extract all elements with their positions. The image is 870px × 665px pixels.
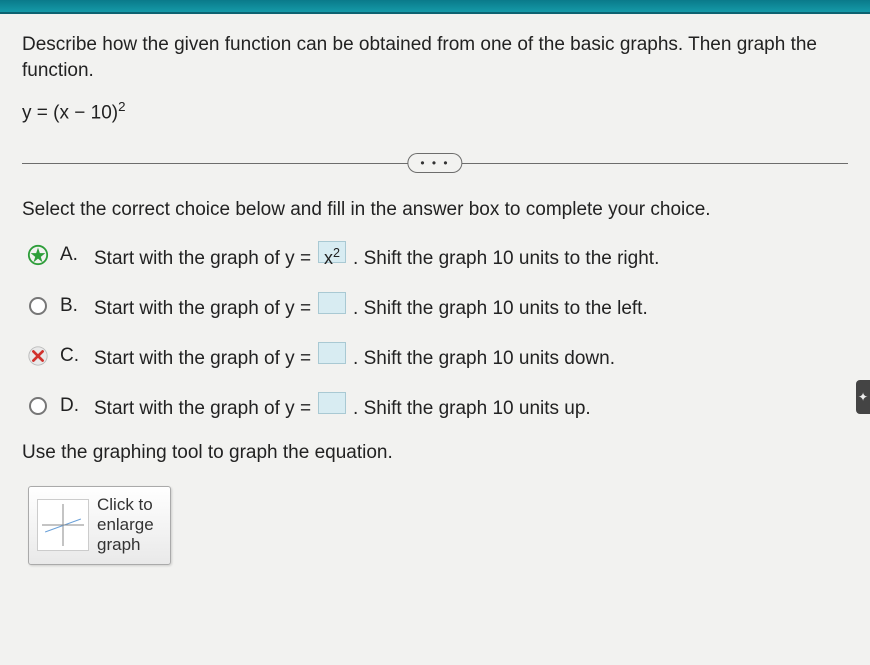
choice-d-radio[interactable]: [26, 394, 50, 418]
graph-button-label: Click to enlarge graph: [97, 495, 154, 556]
select-instruction: Select the correct choice below and fill…: [22, 199, 848, 221]
choice-a-text: Start with the graph of y = x2 . Shift t…: [94, 241, 659, 270]
prompt-line-1: Describe how the given function can be o…: [22, 34, 817, 55]
side-panel-tab[interactable]: ✦: [856, 380, 870, 414]
choice-a[interactable]: A. Start with the graph of y = x2 . Shif…: [26, 241, 848, 270]
choice-a-feedback: [26, 243, 50, 267]
choice-c-letter: C.: [60, 345, 84, 367]
choice-c-post: . Shift the graph 10 units down.: [353, 348, 615, 370]
graph-btn-line2: enlarge: [97, 515, 154, 534]
choice-a-box-base: x: [324, 248, 333, 268]
side-tab-icon: ✦: [858, 390, 868, 404]
choice-b-post: . Shift the graph 10 units to the left.: [353, 298, 648, 320]
graph-btn-line3: graph: [97, 535, 140, 554]
choice-a-pre: Start with the graph of y =: [94, 248, 311, 270]
choice-a-letter: A.: [60, 244, 84, 266]
choice-c[interactable]: C. Start with the graph of y = . Shift t…: [26, 342, 848, 370]
question-prompt: Describe how the given function can be o…: [22, 32, 848, 83]
choice-d-answer-box[interactable]: [318, 392, 346, 414]
radio-empty-icon: [29, 397, 47, 415]
graph-btn-line1: Click to: [97, 495, 153, 514]
choice-b[interactable]: B. Start with the graph of y = . Shift t…: [26, 292, 848, 320]
dots-icon: • • •: [420, 156, 449, 170]
graph-instruction: Use the graphing tool to graph the equat…: [22, 442, 848, 464]
choice-c-feedback: [26, 344, 50, 368]
window-top-bar: [0, 0, 870, 14]
choice-a-post: . Shift the graph 10 units to the right.: [353, 248, 659, 270]
choice-a-answer-box[interactable]: x2: [318, 241, 346, 263]
radio-empty-icon: [29, 297, 47, 315]
choice-b-answer-box[interactable]: [318, 292, 346, 314]
section-divider: • • •: [22, 149, 848, 177]
choice-a-box-exp: 2: [333, 246, 340, 260]
more-button[interactable]: • • •: [407, 153, 462, 173]
correct-star-icon: [27, 244, 49, 266]
choice-d-letter: D.: [60, 395, 84, 417]
choice-d-post: . Shift the graph 10 units up.: [353, 398, 591, 420]
question-page: Describe how the given function can be o…: [0, 14, 870, 577]
graph-thumbnail-icon: [37, 499, 89, 551]
choice-b-letter: B.: [60, 295, 84, 317]
choice-d-pre: Start with the graph of y =: [94, 398, 311, 420]
choices-group: A. Start with the graph of y = x2 . Shif…: [26, 241, 848, 420]
choice-d[interactable]: D. Start with the graph of y = . Shift t…: [26, 392, 848, 420]
choice-b-pre: Start with the graph of y =: [94, 298, 311, 320]
choice-d-text: Start with the graph of y = . Shift the …: [94, 392, 591, 420]
formula-exponent: 2: [118, 99, 125, 114]
choice-c-text: Start with the graph of y = . Shift the …: [94, 342, 615, 370]
choice-b-text: Start with the graph of y = . Shift the …: [94, 292, 648, 320]
question-formula: y = (x − 10)2: [22, 99, 848, 124]
choice-b-radio[interactable]: [26, 294, 50, 318]
enlarge-graph-button[interactable]: Click to enlarge graph: [28, 486, 171, 565]
wrong-x-icon: [27, 345, 49, 367]
prompt-line-2: function.: [22, 60, 94, 81]
choice-c-answer-box[interactable]: [318, 342, 346, 364]
choice-c-pre: Start with the graph of y =: [94, 348, 311, 370]
formula-base: y = (x − 10): [22, 103, 118, 124]
